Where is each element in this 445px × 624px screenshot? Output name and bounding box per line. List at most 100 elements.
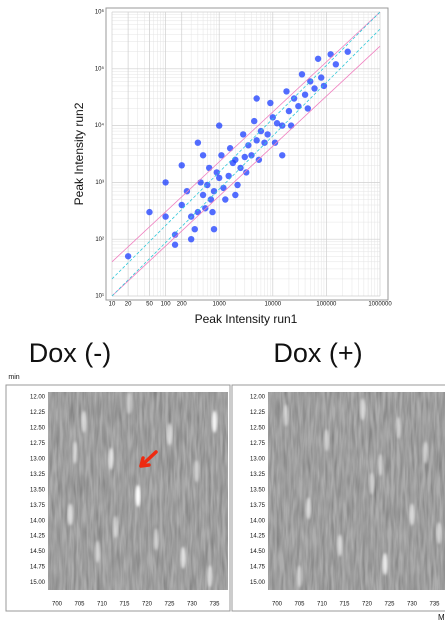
point [279, 152, 286, 159]
point [222, 196, 229, 203]
point [295, 102, 302, 110]
point [327, 51, 334, 58]
point [216, 122, 223, 129]
point [225, 172, 232, 180]
point [239, 131, 247, 138]
point [273, 120, 281, 127]
intensity-streak [305, 497, 312, 520]
guide-line [111, 11, 381, 263]
x-tick-label: 725 [164, 602, 175, 608]
y-tick-label: 12.50 [250, 425, 266, 431]
x-tick-label: 710 [97, 602, 108, 608]
x-tick-label: 730 [407, 602, 418, 608]
point [253, 137, 260, 144]
panel-title: Dox (+) [273, 338, 362, 368]
intensity-streak [180, 546, 186, 569]
y-tick-label: 10⁵ [95, 65, 105, 72]
y-tick-label: 12.00 [250, 395, 266, 401]
point [255, 156, 263, 163]
point [162, 213, 169, 220]
point [210, 225, 218, 233]
x-tick-label: 10 [109, 302, 116, 308]
point [229, 159, 237, 167]
x-tick-label: 1000 [213, 302, 227, 308]
point [171, 241, 179, 248]
point [197, 179, 204, 186]
point [205, 164, 213, 172]
point [218, 152, 225, 159]
point [264, 131, 271, 138]
point [194, 139, 202, 146]
x-tick-label: 720 [362, 602, 373, 608]
heatmap-left: 12.00 12.25 12.50 12.75 13.00 13.25 13.50 13.75… [5, 338, 231, 612]
plot-frame [105, 7, 389, 301]
y-tick-label: 14.25 [30, 534, 46, 540]
point [301, 91, 309, 98]
point [283, 88, 290, 95]
intensity-streak [382, 553, 388, 576]
y-tick-label: 12.75 [250, 441, 266, 447]
point [320, 82, 328, 90]
point [199, 191, 207, 199]
y-tick-label: 12.00 [30, 395, 46, 401]
x-tick-label: 735 [209, 602, 220, 608]
intensity-streak [166, 423, 173, 446]
point [209, 208, 216, 216]
guide-line [111, 11, 381, 280]
y-tick-label: 13.75 [250, 503, 266, 509]
intensity-streak [72, 441, 78, 464]
y-tick-label: 13.00 [250, 456, 266, 462]
y-tick-label: 14.50 [30, 549, 46, 555]
point [344, 48, 351, 55]
point [194, 208, 202, 216]
point [210, 187, 218, 195]
point [271, 139, 279, 146]
x-tick-label: 735 [429, 602, 440, 608]
y-axis-label: min [8, 374, 19, 381]
y-tick-label: 14.00 [250, 518, 266, 524]
y-tick-label: 10³ [95, 180, 104, 186]
point [314, 55, 322, 62]
intensity-streak [108, 447, 114, 470]
point [178, 162, 185, 169]
x-tick-label: 725 [384, 602, 395, 608]
point [332, 61, 340, 68]
x-tick-label: 705 [294, 602, 305, 608]
x-tick-label: 715 [339, 602, 350, 608]
x-tick-label: 710 [317, 602, 328, 608]
x-tick-label: 700 [52, 602, 63, 608]
x-tick-label: 700 [272, 602, 283, 608]
x-tick-label: 100 [161, 302, 172, 308]
point [162, 179, 169, 186]
y-tick-label: 10⁶ [95, 9, 105, 16]
intensity-streak [395, 416, 402, 439]
intensity-streak [126, 392, 132, 415]
x-axis-label: M [438, 613, 445, 622]
intensity-streak [94, 540, 101, 563]
point [311, 85, 318, 92]
x-tick-label: 715 [119, 602, 130, 608]
y-tick-label: 14.25 [250, 534, 266, 540]
point [279, 122, 286, 129]
intensity-streak [207, 565, 213, 588]
intensity-streak [193, 460, 200, 483]
y-tick-label: 15.00 [30, 580, 46, 586]
y-tick-label: 12.25 [250, 410, 266, 416]
image-noise [268, 392, 445, 590]
intensity-streak [296, 565, 303, 588]
intensity-streak [337, 534, 343, 557]
y-tick-label: 12.25 [30, 410, 46, 416]
point [204, 181, 211, 189]
panel-title: Dox (-) [29, 338, 112, 368]
x-tick-label: 100000 [316, 302, 337, 308]
point [216, 174, 223, 182]
y-tick-label: 13.75 [30, 503, 46, 509]
y-tick-label: 12.50 [30, 425, 46, 431]
point [287, 122, 295, 129]
y-tick-label: 10² [95, 237, 104, 243]
y-tick-label: 10⁴ [95, 122, 105, 129]
point [261, 139, 268, 146]
x-axis-label: Peak Intensity run1 [195, 312, 298, 326]
y-tick-label: 14.75 [30, 565, 46, 571]
x-tick-label: 705 [74, 602, 85, 608]
